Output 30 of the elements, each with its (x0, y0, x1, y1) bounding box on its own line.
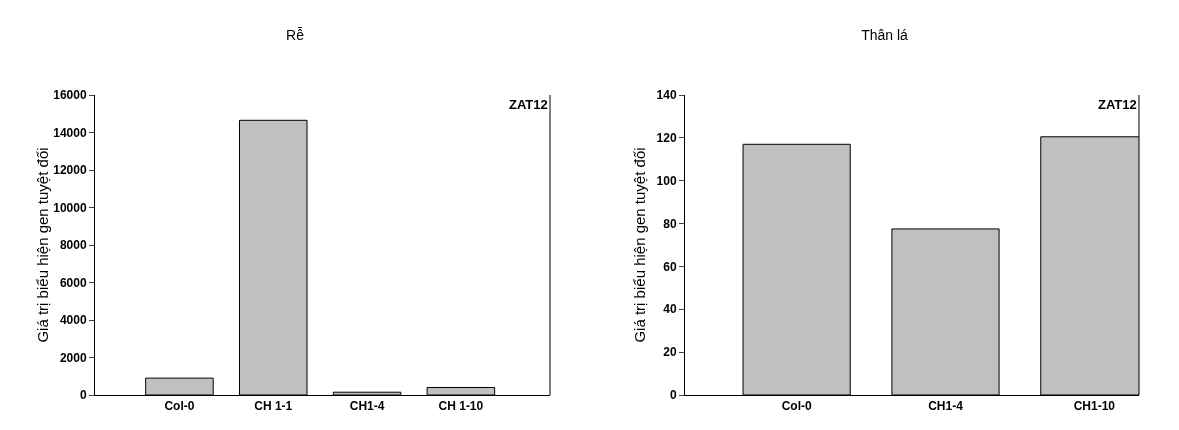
y-tick-label: 10000 (53, 200, 87, 215)
y-tick-label: 14000 (53, 125, 87, 140)
x-tick-label: CH 1-1 (254, 399, 293, 414)
chart-title: Rễ (286, 26, 305, 43)
y-tick-label: 20 (663, 345, 677, 360)
y-tick-label: 140 (656, 88, 677, 103)
y-tick-label: 0 (669, 388, 677, 403)
y-tick-label: 40 (663, 302, 677, 317)
y-tick-label: 60 (663, 259, 677, 274)
x-tick-label: CH1-4 (928, 399, 964, 414)
y-tick-label: 16000 (53, 88, 87, 103)
x-tick-label: CH 1-10 (438, 399, 484, 414)
x-tick-label: CH1-10 (1073, 399, 1116, 414)
y-tick-label: 100 (656, 173, 677, 188)
chart-title: Thân lá (861, 26, 909, 43)
y-tick-label: 12000 (53, 163, 87, 178)
annotation: ZAT12 (1098, 97, 1137, 112)
y-axis-title: Giá trị biểu hiện gen tuyệt đối (34, 147, 52, 343)
y-tick-label: 8000 (59, 238, 87, 253)
y-tick-label: 80 (663, 216, 677, 231)
x-tick-label: Col-0 (781, 399, 812, 414)
y-tick-label: 120 (656, 131, 677, 146)
y-tick-label: 4000 (59, 313, 87, 328)
x-tick-label: CH1-4 (349, 399, 385, 414)
y-axis-title: Giá trị biểu hiện gen tuyệt đối (631, 147, 648, 343)
x-tick-label: Col-0 (164, 399, 195, 414)
annotation: ZAT12 (509, 97, 548, 112)
y-tick-label: 0 (79, 388, 87, 403)
y-tick-label: 2000 (59, 350, 87, 365)
y-tick-label: 6000 (59, 275, 87, 290)
